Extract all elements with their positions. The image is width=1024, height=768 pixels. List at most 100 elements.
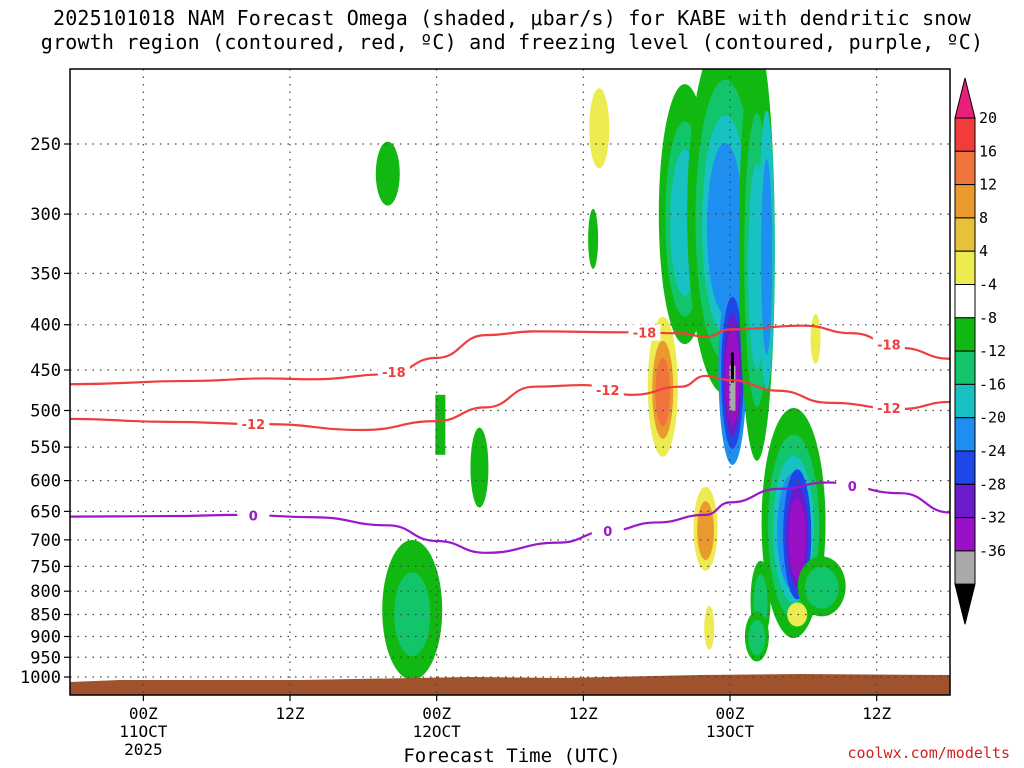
omega-descent-lower — [697, 501, 714, 561]
contour-label-bg — [628, 324, 661, 341]
omega-small-sliver — [588, 208, 599, 269]
colorbar-swatch — [954, 150, 976, 186]
colorbar: 20 16 12 8 4 -4 -8 -12 -16 -20 -24 -28 -32 -36 — [954, 77, 1006, 625]
omega-small-upper — [375, 141, 400, 206]
contour-label: 0 — [848, 480, 857, 495]
colorbar-label: -28 — [979, 475, 1006, 493]
contour-label-bg — [872, 399, 905, 416]
y-tick-label: 500 — [30, 402, 61, 422]
colorbar-label: 16 — [979, 142, 997, 160]
x-tick-hour: 12Z — [569, 704, 598, 723]
x-tick-hour: 00Z — [129, 704, 158, 723]
contour-label-bg — [377, 364, 410, 381]
colorbar-label: 8 — [979, 209, 988, 227]
contour-label: -18 — [877, 338, 901, 353]
colorbar-bottom-arrow — [954, 583, 976, 625]
y-tick-label: 600 — [30, 472, 61, 492]
y-tick-label: 900 — [30, 627, 61, 647]
omega-lower-tail — [804, 566, 839, 609]
x-tick-day: 11OCT — [119, 722, 168, 741]
x-tick-hour: 12Z — [276, 704, 305, 723]
omega-small-mid — [470, 427, 489, 508]
colorbar-label: -8 — [979, 309, 997, 327]
contour-label: -12 — [877, 402, 901, 417]
y-tick-label: 750 — [30, 557, 61, 577]
colorbar-swatch — [954, 184, 976, 219]
x-tick-day: 12OCT — [413, 722, 462, 741]
omega-strip — [435, 394, 446, 455]
contour-label-bg — [237, 415, 270, 432]
x-tick-year: 2025 — [124, 740, 163, 759]
contour-dgz--18C — [70, 324, 950, 386]
plot-frame — [69, 68, 951, 696]
chart-title-line-1: 2025101018 NAM Forecast Omega (shaded, μ… — [52, 6, 972, 30]
omega-descent-tiny — [787, 602, 808, 627]
footer-credit[interactable]: coolwx.com/modelts — [847, 744, 1010, 762]
y-tick-label: 400 — [30, 316, 61, 336]
omega-descent-small — [810, 313, 821, 364]
colorbar-label: -32 — [979, 509, 1006, 527]
contour-label-bg — [237, 507, 270, 524]
omega-descent-top — [589, 88, 610, 169]
chart-title-line-2: growth region (contoured, red, ºC) and f… — [40, 30, 984, 54]
y-axis: 2503003504004505005506006507007508008509… — [20, 135, 70, 688]
colorbar-swatch — [954, 250, 976, 285]
terrain-fill — [70, 674, 950, 695]
contour-label: 0 — [249, 509, 258, 524]
colorbar-swatch — [954, 417, 976, 452]
colorbar-swatch — [954, 350, 976, 385]
colorbar-label: -4 — [979, 276, 997, 294]
y-tick-label: 700 — [30, 531, 61, 551]
contour-label: -18 — [382, 366, 406, 381]
colorbar-swatch — [954, 117, 976, 152]
colorbar-swatch — [954, 383, 976, 419]
x-tick-hour: 00Z — [422, 704, 451, 723]
colorbar-top-arrow — [954, 77, 976, 119]
contour-label-bg — [591, 522, 624, 539]
omega-descent-dot — [704, 605, 715, 650]
colorbar-label: -36 — [979, 542, 1006, 560]
x-tick-day: 13OCT — [706, 722, 755, 741]
omega-lower-inner — [788, 498, 806, 578]
colorbar-label: 4 — [979, 242, 988, 260]
colorbar-swatch — [954, 483, 976, 519]
omega-core-extreme — [729, 365, 736, 411]
colorbar-swatch — [954, 284, 976, 319]
omega-lowlevel-east — [394, 572, 431, 657]
colorbar-label: -16 — [979, 375, 1006, 393]
y-tick-label: 850 — [30, 606, 61, 626]
y-tick-label: 250 — [30, 135, 61, 155]
y-tick-label: 450 — [30, 361, 61, 381]
x-tick-hour: 12Z — [862, 704, 891, 723]
y-tick-label: 350 — [30, 264, 61, 284]
y-tick-label: 800 — [30, 582, 61, 602]
colorbar-swatch — [954, 217, 976, 252]
terrain-strip — [70, 674, 950, 695]
contour-label: -12 — [242, 418, 266, 433]
colorbar-label: 20 — [979, 109, 997, 127]
contour-label: -12 — [596, 384, 620, 399]
contour-label-bg — [591, 381, 624, 398]
omega-lower-blob — [748, 620, 766, 656]
colorbar-swatch — [954, 550, 976, 585]
contour-dgz--12C — [70, 374, 950, 432]
omega-center-column — [707, 142, 744, 314]
colorbar-swatch — [954, 317, 976, 352]
omega-right-core — [761, 159, 773, 356]
y-tick-label: 550 — [30, 438, 61, 458]
x-axis-title: Forecast Time (UTC) — [403, 745, 621, 767]
y-tick-label: 1000 — [20, 668, 61, 688]
omega-descent-upper — [655, 357, 671, 427]
colorbar-label: -12 — [979, 342, 1006, 360]
colorbar-swatch — [954, 450, 976, 485]
plot-border — [69, 68, 951, 696]
contour-label-bg — [836, 478, 869, 495]
colorbar-label: 12 — [979, 176, 997, 194]
contour-label-bg — [872, 336, 905, 353]
contour-label: -18 — [633, 327, 657, 342]
x-tick-hour: 00Z — [716, 704, 745, 723]
y-tick-label: 300 — [30, 205, 61, 225]
colorbar-label: -24 — [979, 442, 1006, 460]
